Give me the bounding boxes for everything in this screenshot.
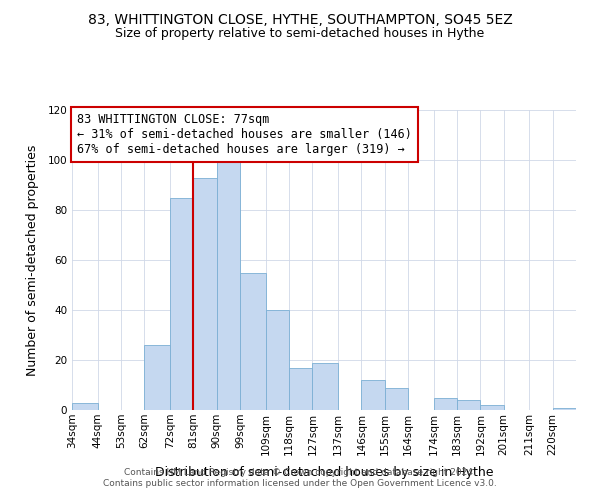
Bar <box>313 362 338 410</box>
Bar <box>266 310 289 410</box>
Bar <box>385 388 408 410</box>
Bar <box>170 198 193 410</box>
Bar <box>289 368 313 410</box>
Bar <box>553 408 576 410</box>
Bar <box>434 398 457 410</box>
Text: Contains HM Land Registry data © Crown copyright and database right 2024.
Contai: Contains HM Land Registry data © Crown c… <box>103 468 497 487</box>
Bar <box>145 345 170 410</box>
Bar <box>481 405 503 410</box>
Bar <box>217 160 240 410</box>
X-axis label: Distribution of semi-detached houses by size in Hythe: Distribution of semi-detached houses by … <box>155 466 493 479</box>
Text: 83, WHITTINGTON CLOSE, HYTHE, SOUTHAMPTON, SO45 5EZ: 83, WHITTINGTON CLOSE, HYTHE, SOUTHAMPTO… <box>88 12 512 26</box>
Bar <box>457 400 481 410</box>
Bar <box>361 380 385 410</box>
Text: Size of property relative to semi-detached houses in Hythe: Size of property relative to semi-detach… <box>115 28 485 40</box>
Y-axis label: Number of semi-detached properties: Number of semi-detached properties <box>26 144 39 376</box>
Text: 83 WHITTINGTON CLOSE: 77sqm
← 31% of semi-detached houses are smaller (146)
67% : 83 WHITTINGTON CLOSE: 77sqm ← 31% of sem… <box>77 113 412 156</box>
Bar <box>240 272 266 410</box>
Bar <box>193 178 217 410</box>
Bar <box>72 402 98 410</box>
